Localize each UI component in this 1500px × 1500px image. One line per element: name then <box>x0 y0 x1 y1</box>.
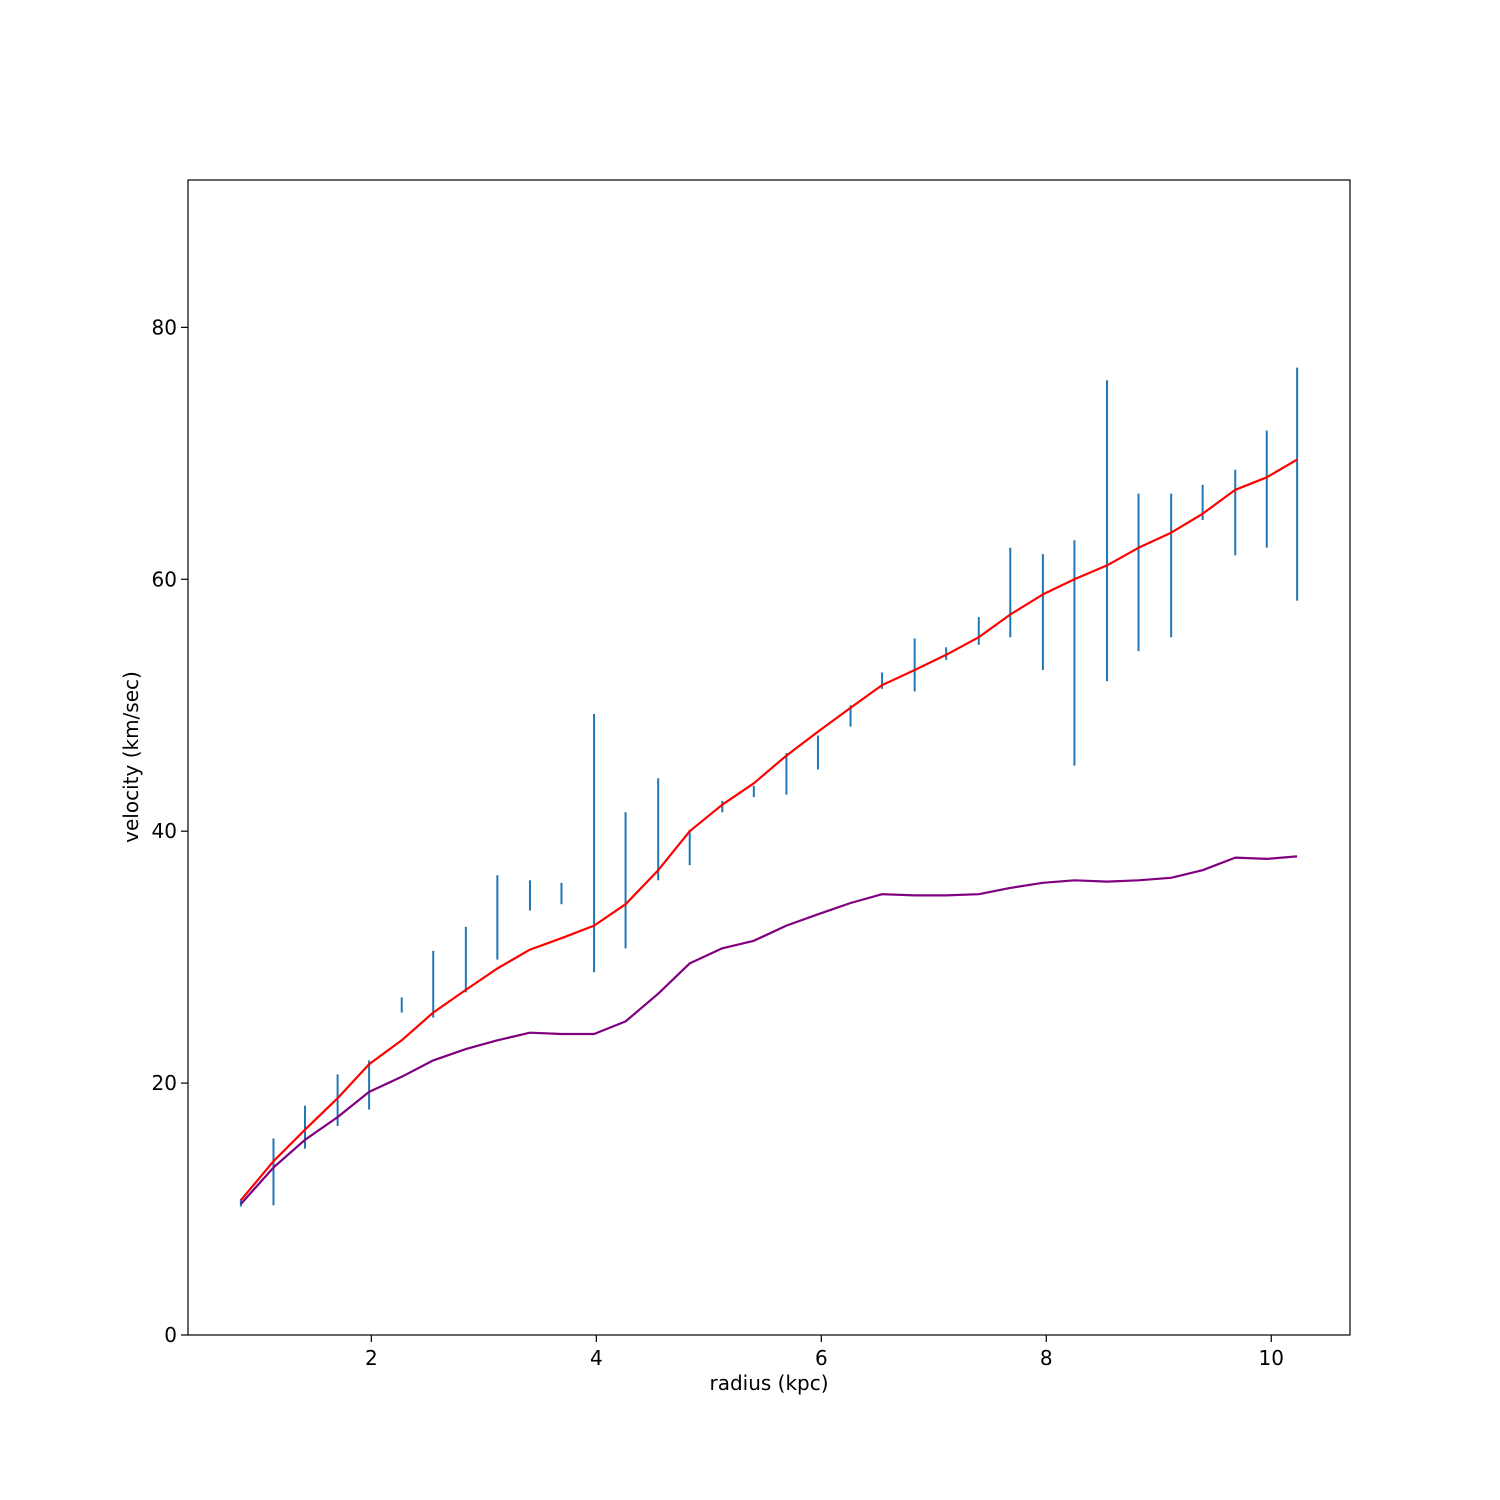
model-curves <box>240 458 1298 1205</box>
y-axis-ticks: 0 20 40 60 80 <box>152 315 188 1347</box>
x-tick-label: 10 <box>1259 1346 1284 1370</box>
x-tick-label: 6 <box>815 1346 828 1370</box>
y-axis-label: velocity (km/sec) <box>119 671 143 843</box>
plot-frame <box>187 179 1351 1336</box>
x-tick-label: 2 <box>365 1346 378 1370</box>
baryonic-curve <box>240 855 1298 1205</box>
y-tick-label: 80 <box>152 315 177 339</box>
model-curve <box>240 458 1298 1201</box>
x-axis-ticks: 2 4 6 8 10 <box>365 1335 1284 1370</box>
y-tick-label: 40 <box>152 819 177 843</box>
observed-velocity-errorbars <box>239 367 1299 1207</box>
y-tick-label: 20 <box>152 1071 177 1095</box>
y-tick-label: 60 <box>152 567 177 591</box>
x-tick-label: 4 <box>590 1346 603 1370</box>
x-axis-label: radius (kpc) <box>709 1371 828 1395</box>
y-tick-label: 0 <box>164 1323 177 1347</box>
x-tick-label: 8 <box>1040 1346 1053 1370</box>
